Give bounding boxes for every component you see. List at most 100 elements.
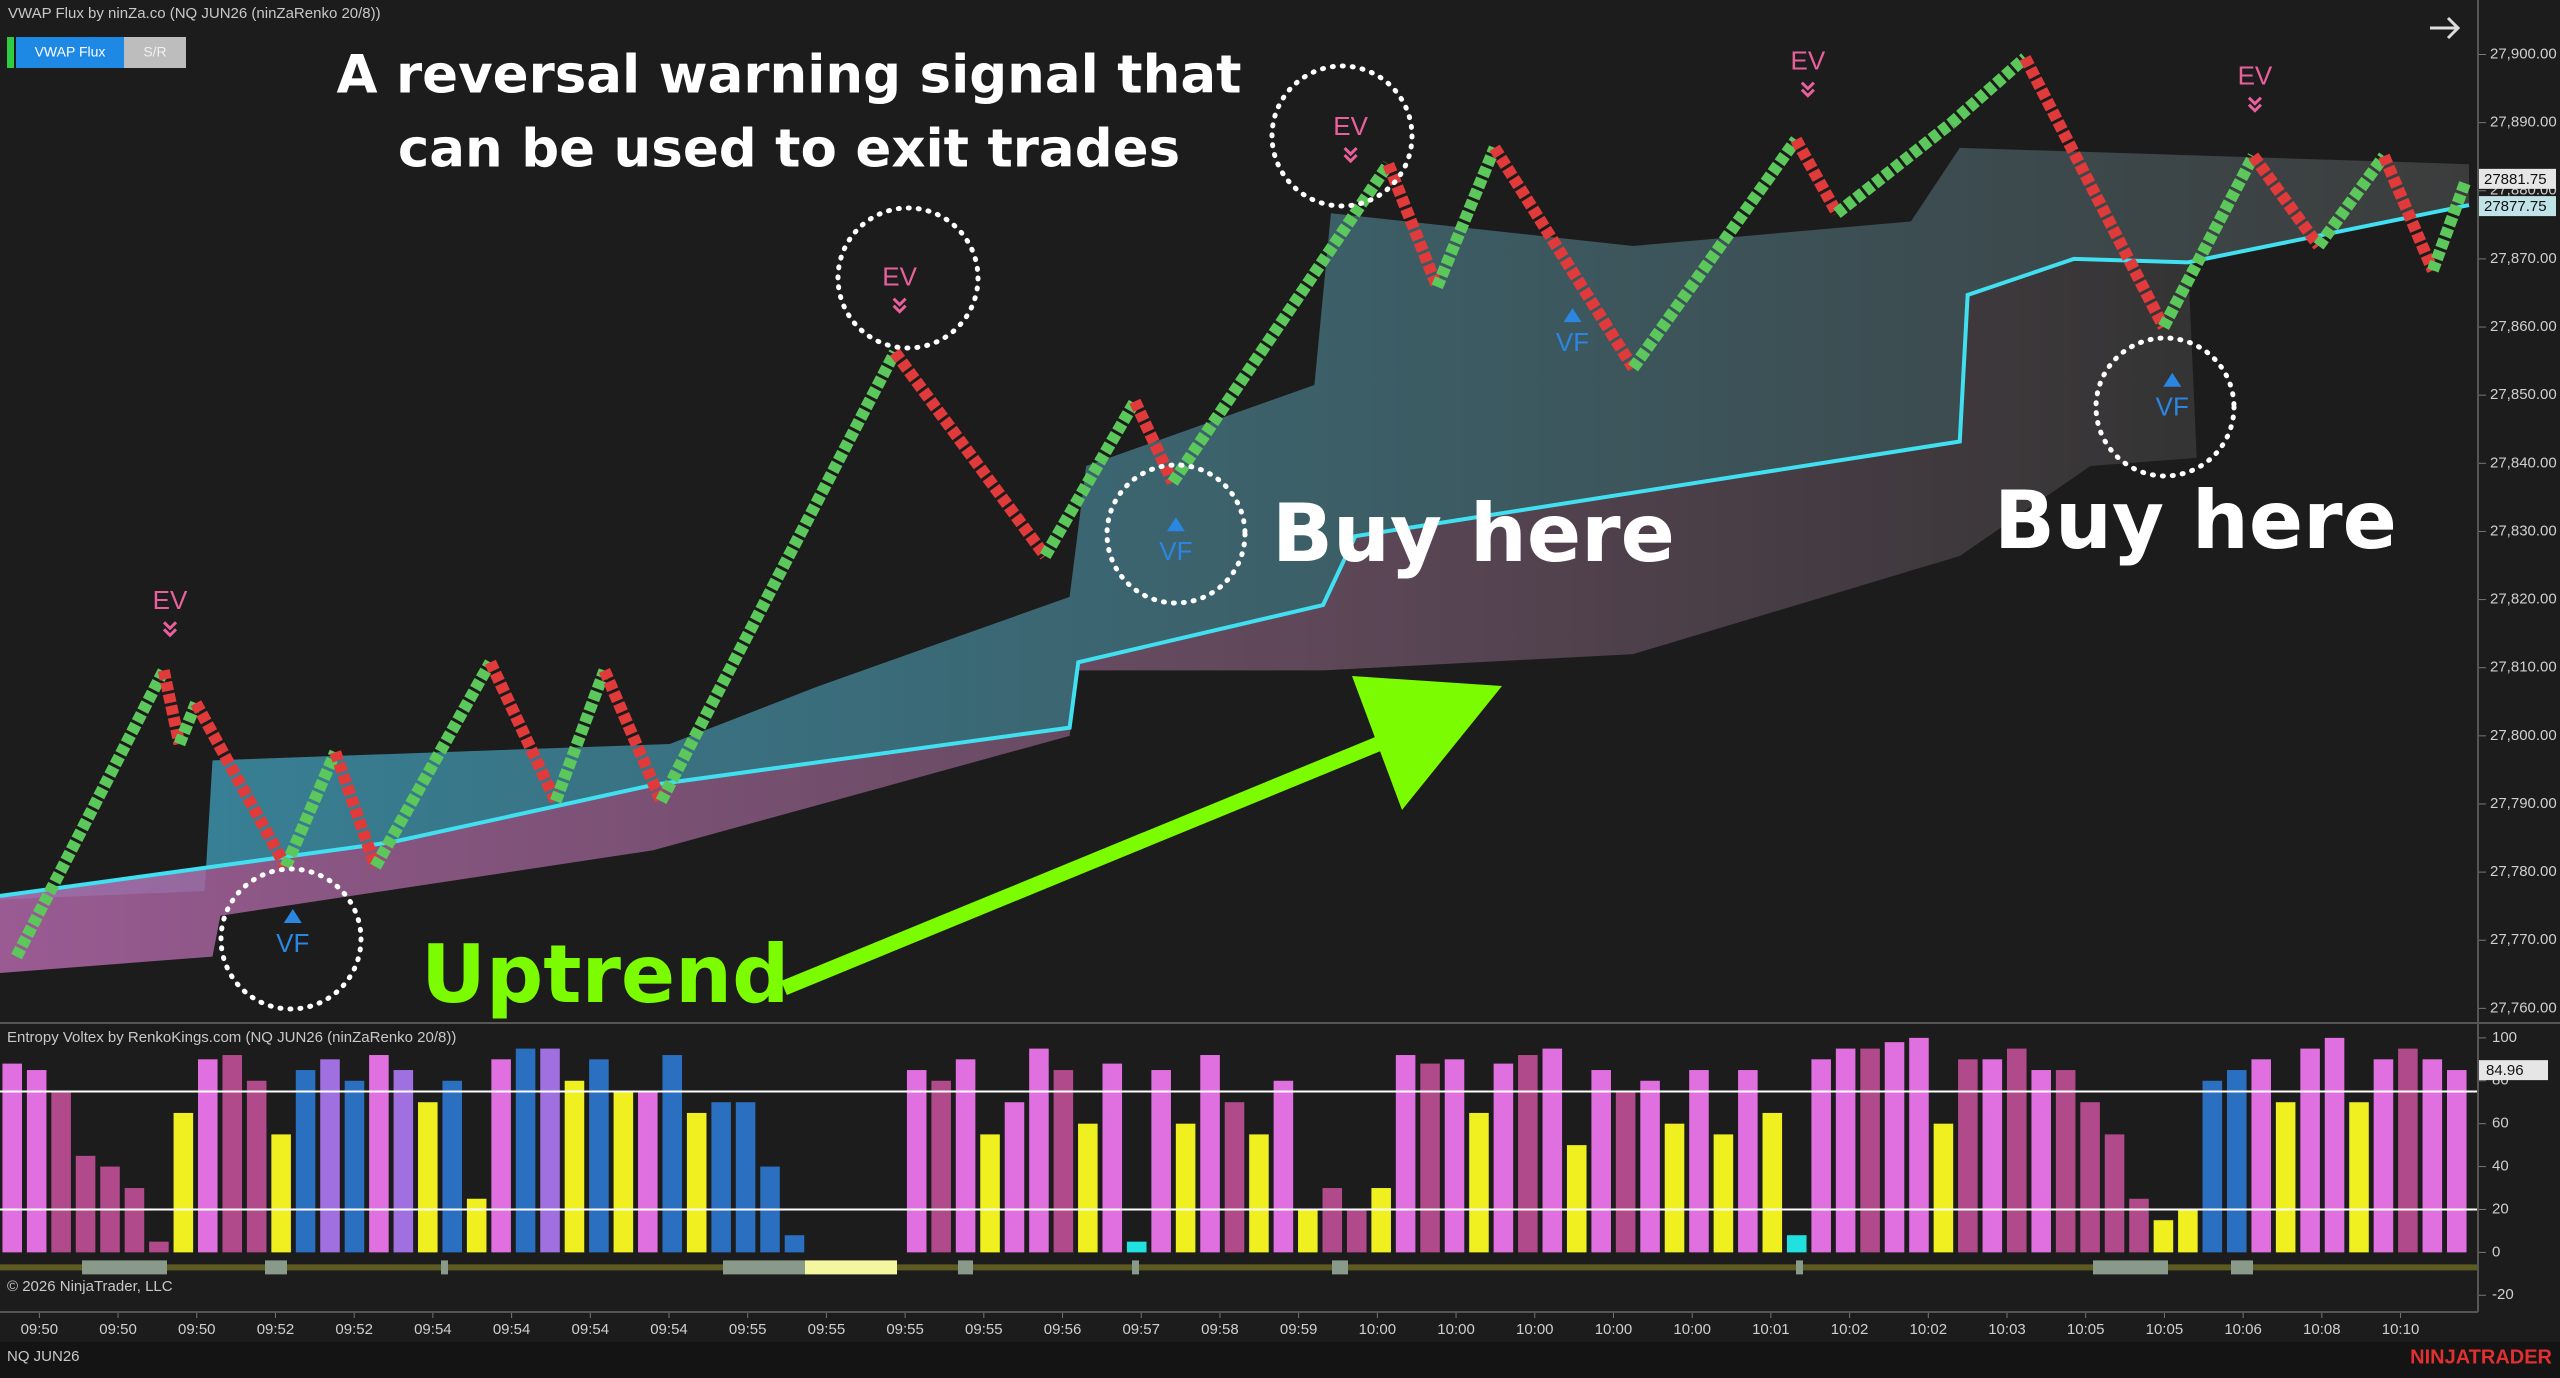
signal: VF xyxy=(1159,517,1192,566)
renko-leg xyxy=(2158,153,2259,330)
y-tick-label: 0 xyxy=(2492,1243,2500,1260)
y-tick-label: 27,860.00 xyxy=(2490,318,2557,335)
y-tick-label: 27,830.00 xyxy=(2490,522,2557,539)
x-tick-label: 10:00 xyxy=(1595,1321,1633,1338)
oscillator-bar xyxy=(686,1112,707,1253)
oscillator-bar xyxy=(1102,1063,1123,1253)
oscillator-bar xyxy=(1053,1070,1074,1253)
state-block xyxy=(265,1260,287,1275)
signal-label: EV xyxy=(1333,111,1368,141)
renko-leg xyxy=(550,668,611,804)
y-tick-label: 27,900.00 xyxy=(2490,45,2557,62)
y-tick-label: 27,870.00 xyxy=(2490,250,2557,267)
signal-chevron xyxy=(2247,96,2262,113)
instrument-tab[interactable]: NQ JUN26 xyxy=(7,1348,80,1365)
renko-leg xyxy=(190,700,291,870)
annotation-text: can be used to exit trades xyxy=(398,119,1180,180)
oscillator-bar xyxy=(320,1059,340,1253)
oscillator-bar xyxy=(1444,1059,1465,1253)
renko-leg xyxy=(484,659,562,804)
x-tick-label: 09:52 xyxy=(257,1321,295,1338)
status-tab xyxy=(7,37,14,68)
x-tick-label: 10:00 xyxy=(1516,1321,1554,1338)
oscillator-bar xyxy=(2006,1048,2027,1253)
renko-leg xyxy=(1431,145,1501,290)
x-tick-label: 10:00 xyxy=(1437,1321,1475,1338)
oscillator-bar xyxy=(442,1080,463,1253)
x-tick-label: 09:50 xyxy=(178,1321,216,1338)
x-tick-label: 09:55 xyxy=(808,1321,846,1338)
trend-arrow xyxy=(781,728,1403,995)
renko-leg xyxy=(2427,178,2472,273)
signal: EV xyxy=(1333,111,1369,164)
oscillator-bar xyxy=(2422,1059,2443,1253)
x-tick-label: 10:02 xyxy=(1910,1321,1948,1338)
x-tick-label: 10:00 xyxy=(1359,1321,1397,1338)
price-marker-label: 27881.75 xyxy=(2484,171,2547,188)
renko-leg xyxy=(1167,160,1394,486)
price-marker-label: 27877.75 xyxy=(2484,198,2547,215)
y-tick-label: 40 xyxy=(2492,1158,2509,1175)
signal-label: EV xyxy=(882,262,917,292)
oscillator-bar xyxy=(1615,1091,1636,1253)
y-tick-label: 27,820.00 xyxy=(2490,591,2557,608)
oscillator-bar xyxy=(2080,1102,2100,1253)
x-tick-label: 10:05 xyxy=(2146,1321,2184,1338)
oscillator-bar xyxy=(980,1134,1000,1253)
renko-leg xyxy=(2313,152,2389,250)
highlight-circle xyxy=(218,866,364,1012)
oscillator-bar xyxy=(173,1112,194,1253)
state-block xyxy=(441,1260,448,1275)
annotation-text: Buy here xyxy=(1272,487,1675,580)
oscillator-bar xyxy=(1151,1070,1171,1253)
state-block xyxy=(82,1260,167,1275)
band-upper-area xyxy=(0,147,2469,900)
oscillator-bar xyxy=(711,1102,731,1253)
button[interactable] xyxy=(16,37,124,68)
renko-leg xyxy=(1790,136,1843,217)
oscillator-bar xyxy=(1811,1059,1831,1253)
oscillator-bar xyxy=(1982,1059,2003,1253)
signal: VF xyxy=(2156,372,2189,422)
button[interactable] xyxy=(124,37,186,68)
y-tick-label: 27,760.00 xyxy=(2490,999,2557,1016)
annotation-text: Uptrend xyxy=(421,928,789,1021)
renko-leg xyxy=(1040,398,1141,559)
oscillator-bar xyxy=(955,1059,976,1253)
state-strip xyxy=(0,1264,2478,1271)
button-label: S/R xyxy=(143,44,166,60)
highlight-circle xyxy=(1269,63,1415,209)
oscillator-bar xyxy=(1395,1055,1416,1253)
oscillator-bar xyxy=(2398,1048,2418,1253)
oscillator-bar xyxy=(2031,1070,2051,1253)
oscillator-bar xyxy=(515,1048,536,1253)
status-bar xyxy=(0,1342,2560,1378)
oscillator-bar xyxy=(369,1055,389,1253)
x-tick-label: 09:54 xyxy=(650,1321,688,1338)
oscillator-bar xyxy=(1933,1123,1954,1253)
renko-leg xyxy=(157,669,186,746)
oscillator-bar xyxy=(295,1070,316,1253)
oscillator-bar xyxy=(2226,1070,2247,1253)
oscillator-bar xyxy=(1738,1070,1758,1253)
band-lower-area xyxy=(0,258,2197,973)
renko-leg xyxy=(280,749,341,870)
value-marker xyxy=(2478,1060,2548,1081)
oscillator-bar xyxy=(222,1055,243,1253)
oscillator-bar xyxy=(906,1070,927,1253)
oscillator-bar xyxy=(1420,1063,1440,1253)
y-tick-label: 27,780.00 xyxy=(2490,863,2557,880)
signal-triangle xyxy=(283,909,302,924)
oscillator-bar xyxy=(1884,1042,1905,1253)
signal-chevron xyxy=(1800,81,1815,98)
renko-leg xyxy=(11,667,170,960)
x-tick-label: 10:08 xyxy=(2303,1321,2341,1338)
expand-icon[interactable] xyxy=(2430,16,2461,40)
oscillator-bar xyxy=(1762,1112,1783,1253)
oscillator-bar xyxy=(466,1198,487,1253)
state-block xyxy=(1796,1260,1803,1275)
price-marker xyxy=(2478,196,2556,217)
oscillator-bar xyxy=(246,1080,267,1253)
